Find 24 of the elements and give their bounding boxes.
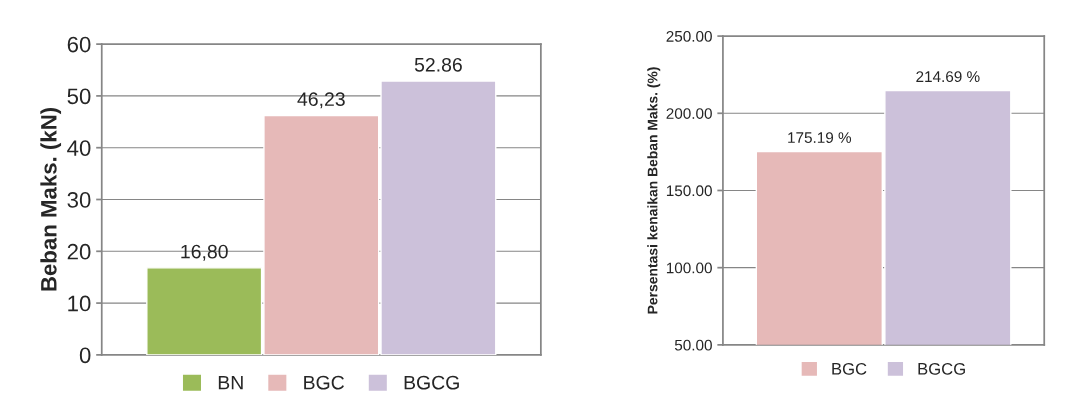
y-tick-label: 40: [67, 140, 91, 156]
y-tick-label: 50: [67, 88, 91, 105]
legend-label: BN: [218, 375, 243, 390]
y-tick-label: 100.00: [666, 262, 712, 274]
legend-label: BGCG: [918, 362, 965, 375]
y-axis-title: Persentasi kenaikan Beban Maks. (%): [647, 67, 661, 314]
y-tick-label: 150.00: [666, 185, 712, 197]
data-label: 16,80: [181, 244, 228, 261]
legend-label: BGC: [304, 375, 344, 390]
y-tick-label: 200.00: [666, 108, 712, 119]
y-tick-label: 60: [67, 36, 91, 53]
y-axis-title: Beban Maks. (kN): [40, 107, 62, 291]
data-label: 175.19 %: [788, 132, 852, 144]
data-label: 46,23: [297, 92, 345, 109]
y-tick-label: 50.00: [674, 339, 712, 351]
y-tick-label: 30: [67, 192, 91, 208]
y-tick-label: 250.00: [666, 30, 712, 42]
data-label: 52.86: [414, 57, 462, 72]
y-tick-label: 0: [79, 347, 91, 364]
data-label: 214.69 %: [916, 71, 980, 83]
legend-label: BGC: [832, 362, 867, 375]
legend-label: BGCG: [404, 375, 459, 390]
y-tick-label: 10: [68, 295, 91, 312]
y-tick-label: 20: [67, 243, 91, 260]
